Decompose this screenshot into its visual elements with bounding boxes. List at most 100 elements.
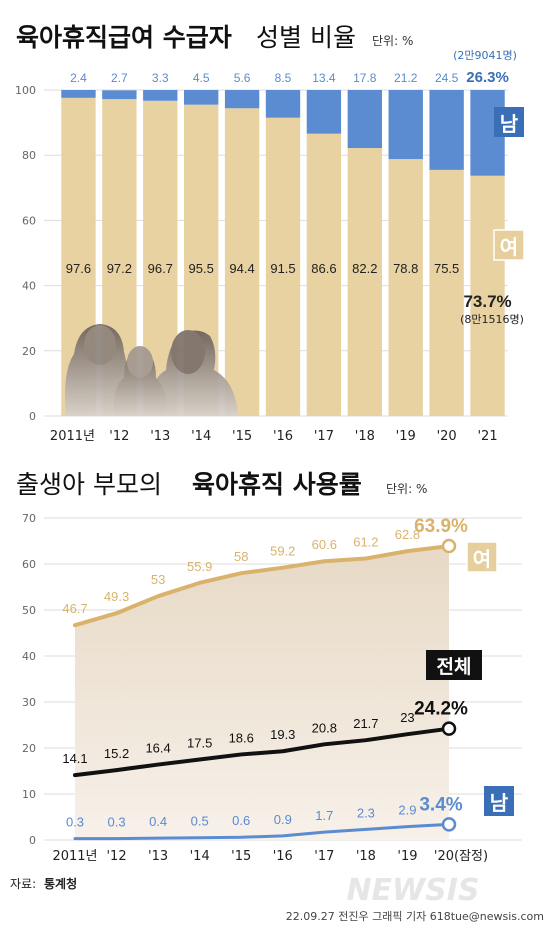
chart1-bar-female [224, 108, 260, 417]
chart1-x-tick-label: '18 [355, 429, 375, 444]
chart2-x-tick-label: '17 [314, 849, 334, 864]
chart1-x-tick-label: '16 [273, 429, 293, 444]
chart2-x-tick-label: '15 [231, 849, 251, 864]
chart2-value-label-female: 60.6 [312, 537, 337, 552]
chart2-y-tick-label: 60 [22, 558, 36, 571]
chart1-female-value-label: 94.4 [229, 261, 254, 276]
chart2-y-tick-label: 50 [22, 604, 36, 617]
source-value: 통계청 [44, 876, 77, 891]
chart1-x-tick-label: 2011년 [50, 429, 95, 444]
chart1-bar-female [470, 175, 505, 416]
chart1-female-value-label: 96.7 [148, 261, 173, 276]
chart2-legend-male-swatch [484, 786, 514, 816]
chart1-male-count-annotation: (2만9041명) [453, 49, 517, 62]
newsis-watermark: NEWSIS [346, 873, 479, 908]
chart1-female-value-label: 95.5 [189, 261, 214, 276]
chart1-y-tick-label: 80 [22, 149, 36, 162]
chart2-value-label-female: 58 [234, 549, 248, 564]
credit-line: 22.09.27 전진우 그래픽 기자 618tue@newsis.com [286, 910, 544, 923]
chart2-y-tick-label: 30 [22, 696, 36, 709]
chart2-value-label-total: 19.3 [270, 727, 295, 742]
chart2-legend-total-label: 전체 [437, 656, 472, 678]
chart2-value-label-female: 59.2 [270, 544, 295, 559]
chart2-value-labels: 46.7 49.3 53 55.9 58 59.2 60.6 61.2 62.863.9% 14.… [62, 516, 468, 830]
chart1-bar-female [265, 117, 301, 417]
chart2-line-female [73, 544, 451, 628]
chart1-unit: 단위: % [372, 34, 413, 48]
chart2-value-label-total: 15.2 [104, 746, 129, 761]
chart1-male-value-label: 2.7 [111, 71, 128, 85]
chart1-female-value-label: 73.7% [463, 292, 511, 311]
chart2-x-tick-label: '13 [148, 849, 168, 864]
chart2-value-label-total: 17.5 [187, 736, 212, 751]
chart2-lines [73, 538, 457, 841]
chart1-male-value-label: 13.4 [312, 71, 336, 85]
chart2-legend-male-label: 남 [490, 791, 509, 815]
chart1-x-tick-label: '15 [232, 429, 252, 444]
chart2-end-point-male [441, 817, 457, 832]
chart1-male-value-label: 17.8 [353, 71, 377, 85]
source-label: 자료: [10, 877, 36, 891]
chart1-bar-male [61, 90, 96, 98]
chart1-y-tick-label: 0 [29, 410, 36, 423]
chart1-bar-male [265, 90, 301, 118]
chart1-female-count-annotation: (8만1516명) [460, 313, 524, 326]
chart1-female-value-label: 75.5 [434, 261, 459, 276]
chart2-value-label-male: 0.3 [108, 815, 126, 830]
chart2-value-label-male: 2.9 [398, 803, 416, 818]
chart1-y-ticks: 0 20 40 60 80 100 [15, 84, 36, 423]
chart2-x-tick-label: '19 [397, 849, 417, 864]
chart1-x-tick-label: '17 [314, 429, 334, 444]
chart1-x-tick-label: '20 [437, 429, 457, 444]
chart2-y-tick-label: 0 [29, 834, 36, 847]
chart2-value-label-total: 14.1 [62, 751, 87, 766]
chart1-x-tick-label: '12 [109, 429, 129, 444]
chart1-female-value-label: 82.2 [352, 261, 377, 276]
chart1-bar-male [143, 90, 178, 101]
chart1-female-value-label: 78.8 [393, 261, 418, 276]
chart2-end-point-total [441, 721, 457, 736]
chart1-title-bold: 육아휴직급여 수급자 [16, 23, 232, 52]
chart2-value-label-male: 1.7 [315, 808, 333, 823]
chart2-last-value-label-total: 24.2% [414, 699, 468, 720]
chart2-x-tick-label: '16 [273, 849, 293, 864]
chart1-x-tick-label: '19 [396, 429, 416, 444]
chart1-female-value-labels: 97.6 97.2 96.7 95.5 94.4 91.5 86.6 82.2 78.8 75.5… [66, 261, 512, 311]
chart2-legend-female-swatch [466, 541, 498, 573]
chart2-value-label-total: 23 [400, 710, 414, 725]
chart2-legend-female-label: 여 [473, 547, 491, 571]
chart2-value-label-male: 0.3 [66, 815, 84, 830]
chart2-value-label-female: 61.2 [353, 534, 378, 549]
chart2-x-tick-label: 2011년 [52, 849, 97, 864]
chart2-line-male [73, 822, 451, 841]
chart2-last-value-label-female: 63.9% [414, 516, 468, 537]
chart2-end-point-female [441, 538, 457, 554]
chart1-bar-male [184, 90, 219, 105]
chart1-male-value-label: 4.5 [193, 71, 210, 85]
chart1-y-tick-label: 100 [15, 84, 36, 97]
chart2-value-label-total: 18.6 [229, 730, 254, 745]
chart2-x-tick-label: '14 [190, 849, 210, 864]
chart1-y-tick-label: 20 [22, 345, 36, 358]
chart2-value-label-female: 49.3 [104, 589, 129, 604]
chart1-bar-female [306, 133, 342, 416]
chart2-x-tick-label: '12 [106, 849, 126, 864]
chart1-female-value-label: 91.5 [270, 261, 295, 276]
chart1-male-value-label: 26.3% [466, 69, 509, 86]
chart2-value-label-female: 62.8 [395, 527, 420, 542]
chart1-bar-female [429, 169, 464, 416]
chart1-legend-male-swatch [494, 107, 524, 137]
chart2-value-label-total: 21.7 [353, 716, 378, 731]
chart2-value-label-male: 2.3 [357, 805, 375, 820]
chart1-female-value-label: 97.6 [66, 261, 91, 276]
chart2-value-label-male: 0.9 [274, 812, 292, 827]
chart1-legend-female-label: 여 [500, 235, 518, 259]
chart1-bar-male [347, 90, 382, 149]
chart1-x-tick-label: '14 [191, 429, 211, 444]
chart2-title-bold: 육아휴직 사용률 [192, 470, 362, 499]
chart2-value-label-total: 20.8 [312, 720, 337, 735]
chart1-bar-male [306, 90, 342, 134]
chart1-male-value-label: 21.2 [394, 71, 418, 85]
